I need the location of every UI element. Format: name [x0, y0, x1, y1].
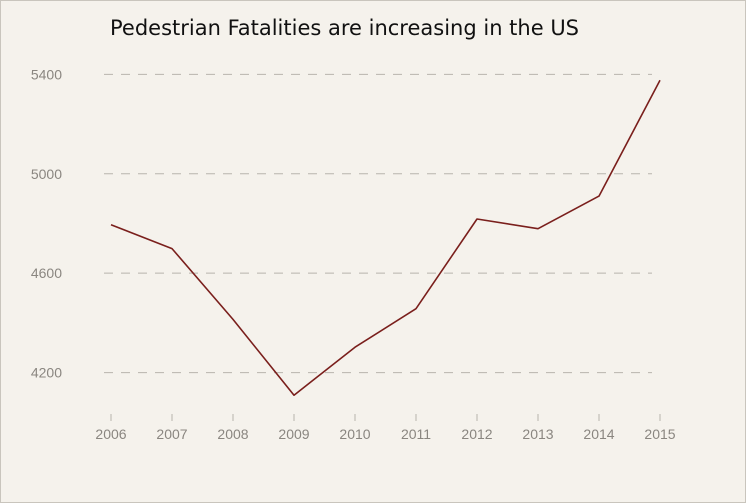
chart-title: Pedestrian Fatalities are increasing in … — [110, 16, 580, 40]
x-axis: 2006 2007 2008 2009 2010 2011 2012 2013 2014 2015 — [95, 414, 676, 442]
x-tick-label-2006: 2006 — [95, 426, 126, 442]
y-axis: 4200 4600 5000 5400 — [31, 66, 62, 380]
x-tick-label-2012: 2012 — [461, 426, 492, 442]
x-tick-label-2015: 2015 — [644, 426, 675, 442]
y-tick-label-5000: 5000 — [31, 166, 62, 182]
series-line — [110, 79, 661, 397]
y-tick-label-4200: 4200 — [31, 365, 62, 381]
x-tick-label-2014: 2014 — [583, 426, 614, 442]
x-tick-label-2008: 2008 — [217, 426, 248, 442]
x-tick-label-2011: 2011 — [401, 426, 431, 442]
gridlines — [104, 73, 652, 374]
x-tick-label-2013: 2013 — [522, 426, 553, 442]
y-tick-label-4600: 4600 — [31, 265, 62, 281]
y-tick-label-5400: 5400 — [31, 66, 62, 82]
x-tick-label-2009: 2009 — [278, 426, 309, 442]
x-tick-label-2010: 2010 — [339, 426, 370, 442]
x-tick-label-2007: 2007 — [156, 426, 187, 442]
series-layer — [110, 79, 661, 397]
